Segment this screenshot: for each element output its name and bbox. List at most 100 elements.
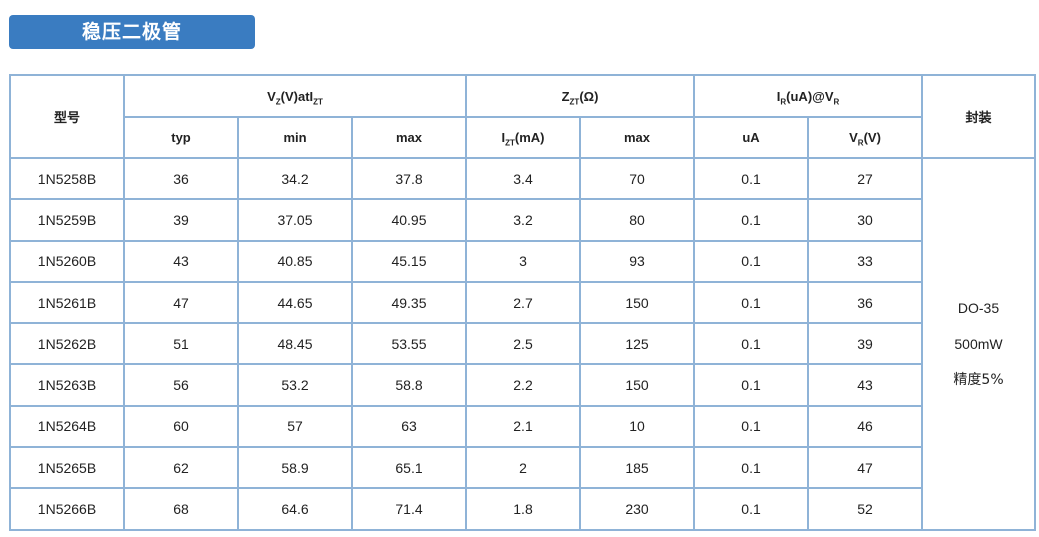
header-ir-ua: uA	[693, 116, 810, 159]
cell-min: 34.2	[237, 156, 353, 201]
header-vz-group: VZ(V)atIZT	[123, 74, 467, 118]
table-row: 1N5261B 47 44.65 49.35 2.7 150 0.1 36	[9, 280, 1035, 325]
cell-zmax: 185	[578, 446, 696, 490]
cell-min: 64.6	[237, 487, 353, 531]
cell-izt: 2.7	[465, 280, 581, 325]
header-vz-max: max	[351, 116, 467, 159]
header-row-sub: typ min max IZT(mA) max uA VR(V)	[10, 116, 1035, 159]
cell-typ: 51	[123, 322, 239, 366]
header-ir-group: IR(uA)@VR	[693, 74, 924, 118]
cell-ua: 0.1	[693, 446, 810, 490]
cell-ua: 0.1	[693, 487, 810, 531]
cell-max: 53.55	[351, 322, 467, 366]
cell-model: 1N5260B	[9, 239, 125, 283]
cell-max: 49.35	[351, 280, 467, 325]
cell-vr: 47	[807, 446, 924, 490]
cell-vr: 39	[807, 322, 924, 366]
header-row-group: 型号 VZ(V)atIZT ZZT(Ω) IR(uA)@VR 封装	[9, 74, 1037, 159]
cell-ua: 0.1	[693, 404, 810, 449]
cell-min: 40.85	[237, 239, 353, 283]
cell-model: 1N5262B	[9, 322, 125, 366]
cell-zmax: 80	[578, 198, 696, 242]
cell-model: 1N5259B	[9, 198, 125, 242]
cell-zmax: 150	[578, 280, 696, 325]
cell-typ: 60	[123, 404, 239, 449]
cell-izt: 3	[465, 239, 581, 283]
cell-zmax: 70	[578, 156, 696, 201]
package-power: 500mW	[954, 335, 1003, 352]
cell-max: 58.8	[351, 363, 467, 407]
cell-ua: 0.1	[693, 322, 810, 366]
cell-vr: 43	[807, 363, 924, 407]
cell-vr: 30	[807, 198, 924, 242]
table-row: 1N5265B 62 58.9 65.1 2 185 0.1 47	[9, 446, 1035, 490]
cell-model: 1N5264B	[9, 404, 125, 449]
cell-zmax: 150	[578, 363, 696, 407]
package-type: DO-35	[957, 299, 1000, 316]
cell-zmax: 230	[578, 487, 696, 531]
cell-ua: 0.1	[693, 239, 810, 283]
table-row: 1N5263B 56 53.2 58.8 2.2 150 0.1 43	[9, 363, 1035, 407]
cell-izt: 2.2	[465, 363, 581, 407]
header-zzt-group: ZZT(Ω)	[464, 74, 696, 118]
cell-zmax: 93	[578, 239, 696, 283]
cell-zmax: 10	[578, 404, 696, 449]
cell-izt: 2.1	[465, 404, 581, 449]
cell-izt: 3.2	[465, 198, 581, 242]
cell-typ: 36	[123, 156, 239, 201]
cell-izt: 2	[465, 446, 581, 490]
cell-min: 53.2	[237, 363, 353, 407]
table-row: 1N5260B 43 40.85 45.15 3 93 0.1 33	[9, 239, 1035, 283]
header-vr: VR(V)	[807, 116, 924, 159]
cell-typ: 43	[123, 239, 239, 283]
cell-vr: 27	[807, 156, 924, 201]
cell-typ: 56	[123, 363, 239, 407]
table-row: 1N5264B 60 57 63 2.1 10 0.1 46	[9, 404, 1035, 449]
cell-max: 65.1	[351, 446, 467, 490]
header-package: 封装	[921, 74, 1037, 159]
cell-min: 58.9	[237, 446, 353, 490]
cell-vr: 33	[807, 239, 924, 283]
cell-model: 1N5263B	[9, 363, 125, 407]
cell-max: 40.95	[351, 198, 467, 242]
cell-min: 44.65	[237, 280, 353, 325]
package-cell: DO-35 500mW 精度5%	[921, 157, 1037, 531]
cell-izt: 2.5	[465, 322, 581, 366]
header-model: 型号	[9, 74, 125, 159]
table-row: 1N5262B 51 48.45 53.55 2.5 125 0.1 39	[9, 322, 1035, 366]
cell-vr: 46	[807, 404, 924, 449]
cell-ua: 0.1	[693, 363, 810, 407]
cell-ua: 0.1	[693, 280, 810, 325]
cell-max: 45.15	[351, 239, 467, 283]
table-row: 1N5258B 36 34.2 37.8 3.4 70 0.1 27 DO-35…	[9, 156, 1037, 531]
header-vz-min: min	[237, 116, 353, 159]
cell-vr: 52	[807, 487, 924, 531]
cell-ua: 0.1	[693, 198, 810, 242]
cell-model: 1N5258B	[9, 156, 125, 201]
cell-typ: 68	[123, 487, 239, 531]
package-tolerance: 精度5%	[953, 371, 1004, 388]
cell-zmax: 125	[578, 322, 696, 366]
section-title: 稳压二极管	[9, 15, 255, 49]
cell-model: 1N5261B	[9, 280, 125, 325]
cell-typ: 39	[123, 198, 239, 242]
table-row: 1N5259B 39 37.05 40.95 3.2 80 0.1 30	[9, 198, 1035, 242]
header-vz-typ: typ	[123, 116, 239, 159]
header-izt: IZT(mA)	[465, 116, 581, 159]
cell-max: 71.4	[351, 487, 467, 531]
cell-model: 1N5265B	[9, 446, 125, 490]
header-zzt-max: max	[578, 116, 696, 159]
zener-spec-table: 型号 VZ(V)atIZT ZZT(Ω) IR(uA)@VR 封装 typ mi…	[9, 74, 1037, 531]
cell-izt: 3.4	[465, 156, 581, 201]
cell-min: 37.05	[237, 198, 353, 242]
cell-izt: 1.8	[465, 487, 581, 531]
cell-typ: 47	[123, 280, 239, 325]
cell-typ: 62	[123, 446, 239, 490]
cell-max: 37.8	[351, 156, 467, 201]
cell-min: 57	[237, 404, 353, 449]
cell-vr: 36	[807, 280, 924, 325]
cell-model: 1N5266B	[9, 487, 125, 531]
cell-ua: 0.1	[693, 156, 810, 201]
table-row: 1N5266B 68 64.6 71.4 1.8 230 0.1 52	[9, 487, 1035, 531]
cell-min: 48.45	[237, 322, 353, 366]
